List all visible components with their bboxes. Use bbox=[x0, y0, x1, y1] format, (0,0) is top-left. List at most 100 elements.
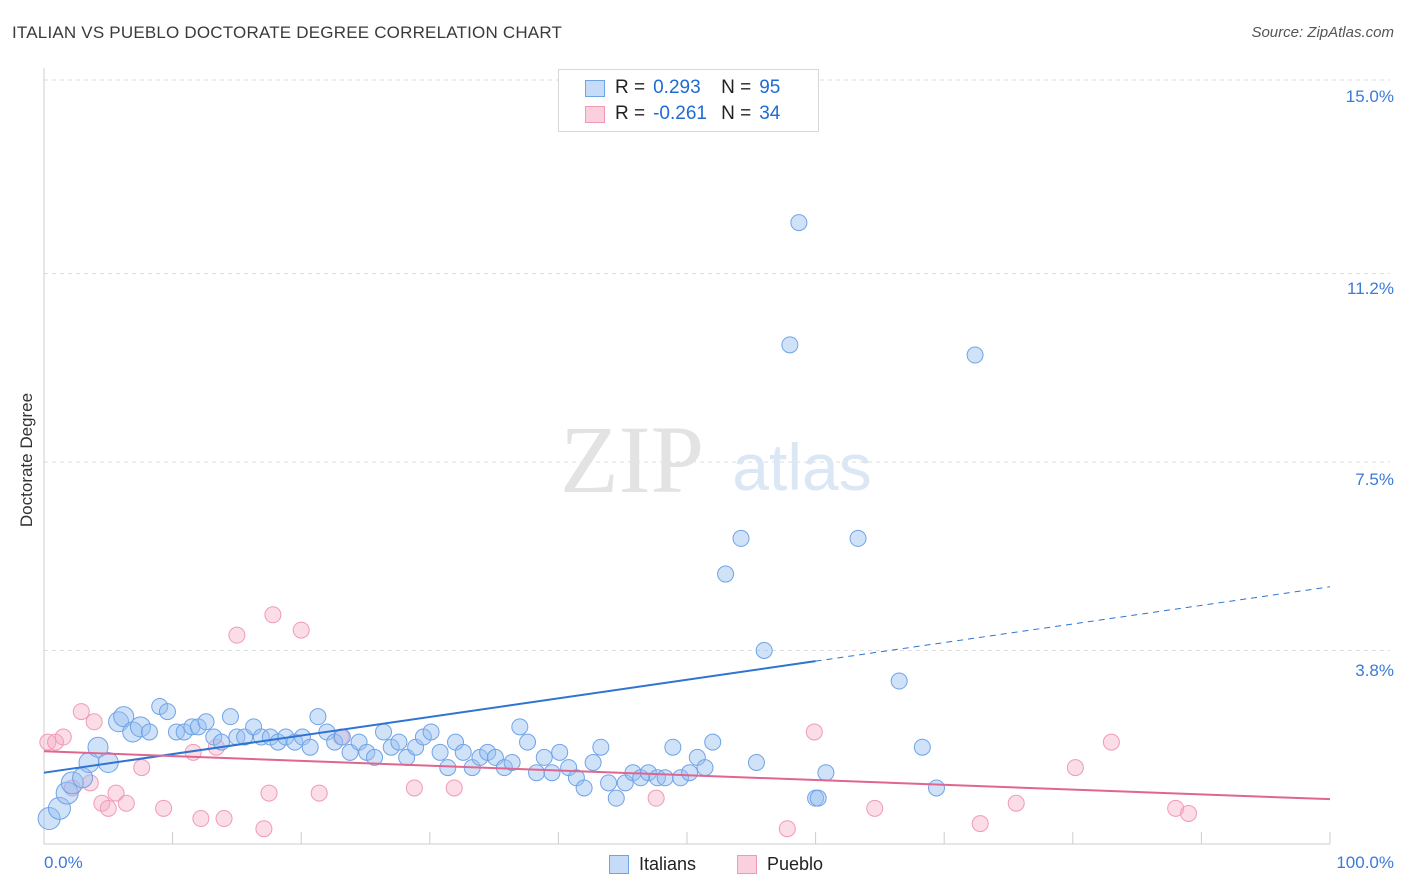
pueblo-point bbox=[107, 784, 125, 802]
italians-point bbox=[60, 771, 84, 795]
italians-point bbox=[747, 754, 765, 772]
pueblo-point bbox=[405, 779, 423, 797]
pueblo-point bbox=[1066, 759, 1084, 777]
pueblo-point bbox=[292, 621, 310, 639]
italians-swatch bbox=[585, 79, 605, 97]
watermark-zip: ZIP bbox=[560, 406, 704, 513]
italians-point bbox=[809, 789, 827, 807]
pueblo-legend-swatch bbox=[737, 854, 757, 874]
pueblo-point bbox=[971, 815, 989, 833]
pueblo-point bbox=[54, 728, 72, 746]
italians-point bbox=[519, 733, 537, 751]
italians-point bbox=[309, 708, 327, 726]
legend-row-pueblo: R = -0.261 N = 34 bbox=[585, 102, 780, 126]
pueblo-point bbox=[155, 799, 173, 817]
pueblo-point bbox=[117, 794, 135, 812]
italians-point bbox=[528, 764, 546, 782]
italians-point bbox=[37, 807, 61, 831]
source-label: Source: ZipAtlas.com bbox=[1251, 24, 1394, 41]
italians-legend-label: Italians bbox=[639, 853, 697, 874]
italians-point bbox=[197, 713, 215, 731]
pueblo-swatch bbox=[585, 105, 605, 123]
italians-point bbox=[575, 779, 593, 797]
n-value: 34 bbox=[759, 103, 781, 124]
pueblo-point bbox=[215, 810, 233, 828]
italians-point bbox=[390, 733, 408, 751]
r-label: R = bbox=[615, 77, 646, 98]
italians-point bbox=[221, 708, 239, 726]
trend-lines bbox=[43, 586, 1331, 801]
italians-point bbox=[584, 754, 602, 772]
italians-point bbox=[913, 738, 931, 756]
pueblo-point bbox=[72, 703, 90, 721]
legend-row-italians: R = 0.293 N = 95 bbox=[585, 76, 780, 100]
italians-trendline bbox=[43, 660, 816, 774]
r-value: -0.261 bbox=[653, 103, 707, 124]
gridlines bbox=[43, 68, 1390, 845]
chart-title: ITALIAN VS PUEBLO DOCTORATE DEGREE CORRE… bbox=[12, 23, 563, 42]
italians-point bbox=[672, 769, 690, 787]
x-tick-label-max: 100.0% bbox=[1336, 853, 1394, 872]
italians-point bbox=[439, 759, 457, 777]
n-value: 95 bbox=[759, 77, 781, 98]
italians-point bbox=[681, 764, 699, 782]
legend-item-italians[interactable]: Italians bbox=[609, 852, 696, 876]
italians-point bbox=[129, 716, 151, 738]
italians-point bbox=[140, 723, 158, 741]
italians-legend-swatch bbox=[609, 854, 629, 874]
pueblo-point bbox=[310, 784, 328, 802]
italians-point bbox=[301, 738, 319, 756]
x-tick-label-min: 0.0% bbox=[44, 853, 83, 872]
r-value: 0.293 bbox=[653, 77, 701, 98]
italians-point bbox=[890, 672, 908, 690]
italians-trendline-extension bbox=[815, 586, 1331, 662]
n-label: N = bbox=[721, 103, 752, 124]
italians-point bbox=[704, 733, 722, 751]
italians-point bbox=[551, 743, 569, 761]
italians-point bbox=[607, 789, 625, 807]
watermark-atlas: atlas bbox=[732, 430, 871, 504]
y-tick-label: 7.5% bbox=[1355, 470, 1394, 489]
italians-point bbox=[333, 728, 351, 746]
italians-point bbox=[755, 641, 773, 659]
y-tick-label: 3.8% bbox=[1355, 661, 1394, 680]
italians-point bbox=[422, 723, 440, 741]
italians-point bbox=[366, 748, 384, 766]
pueblo-point bbox=[866, 799, 884, 817]
italians-point bbox=[431, 743, 449, 761]
pueblo-legend-label: Pueblo bbox=[767, 853, 824, 874]
legend-item-pueblo[interactable]: Pueblo bbox=[737, 852, 823, 876]
italians-point bbox=[600, 774, 618, 792]
italians-point bbox=[454, 743, 472, 761]
italians-point bbox=[781, 336, 799, 354]
italians-point bbox=[696, 759, 714, 777]
y-axis-label: Doctorate Degree bbox=[17, 392, 36, 528]
pueblo-trendline bbox=[43, 750, 1331, 801]
italians-point bbox=[503, 754, 521, 772]
stats-legend: R = 0.293 N = 95 R = -0.261 N = 34 bbox=[558, 69, 819, 132]
italians-point bbox=[656, 769, 674, 787]
pueblo-point bbox=[133, 759, 151, 777]
pueblo-point bbox=[85, 713, 103, 731]
y-tick-label: 11.2% bbox=[1347, 279, 1394, 298]
pueblo-point bbox=[192, 810, 210, 828]
italians-point bbox=[664, 738, 682, 756]
pueblo-point bbox=[1102, 733, 1120, 751]
italians-point bbox=[543, 764, 561, 782]
pueblo-point bbox=[1180, 804, 1198, 822]
watermark: ZIP atlas bbox=[560, 406, 872, 513]
pueblo-point bbox=[647, 789, 665, 807]
italians-point bbox=[511, 718, 529, 736]
italians-point bbox=[927, 779, 945, 797]
pueblo-point bbox=[228, 626, 246, 644]
italians-point bbox=[732, 529, 750, 547]
pueblo-series bbox=[39, 606, 1198, 838]
italians-point bbox=[717, 565, 735, 583]
pueblo-point bbox=[445, 779, 463, 797]
italians-point bbox=[790, 214, 808, 232]
pueblo-point bbox=[260, 784, 278, 802]
pueblo-point bbox=[255, 820, 273, 838]
italians-point bbox=[158, 703, 176, 721]
pueblo-point bbox=[778, 820, 796, 838]
